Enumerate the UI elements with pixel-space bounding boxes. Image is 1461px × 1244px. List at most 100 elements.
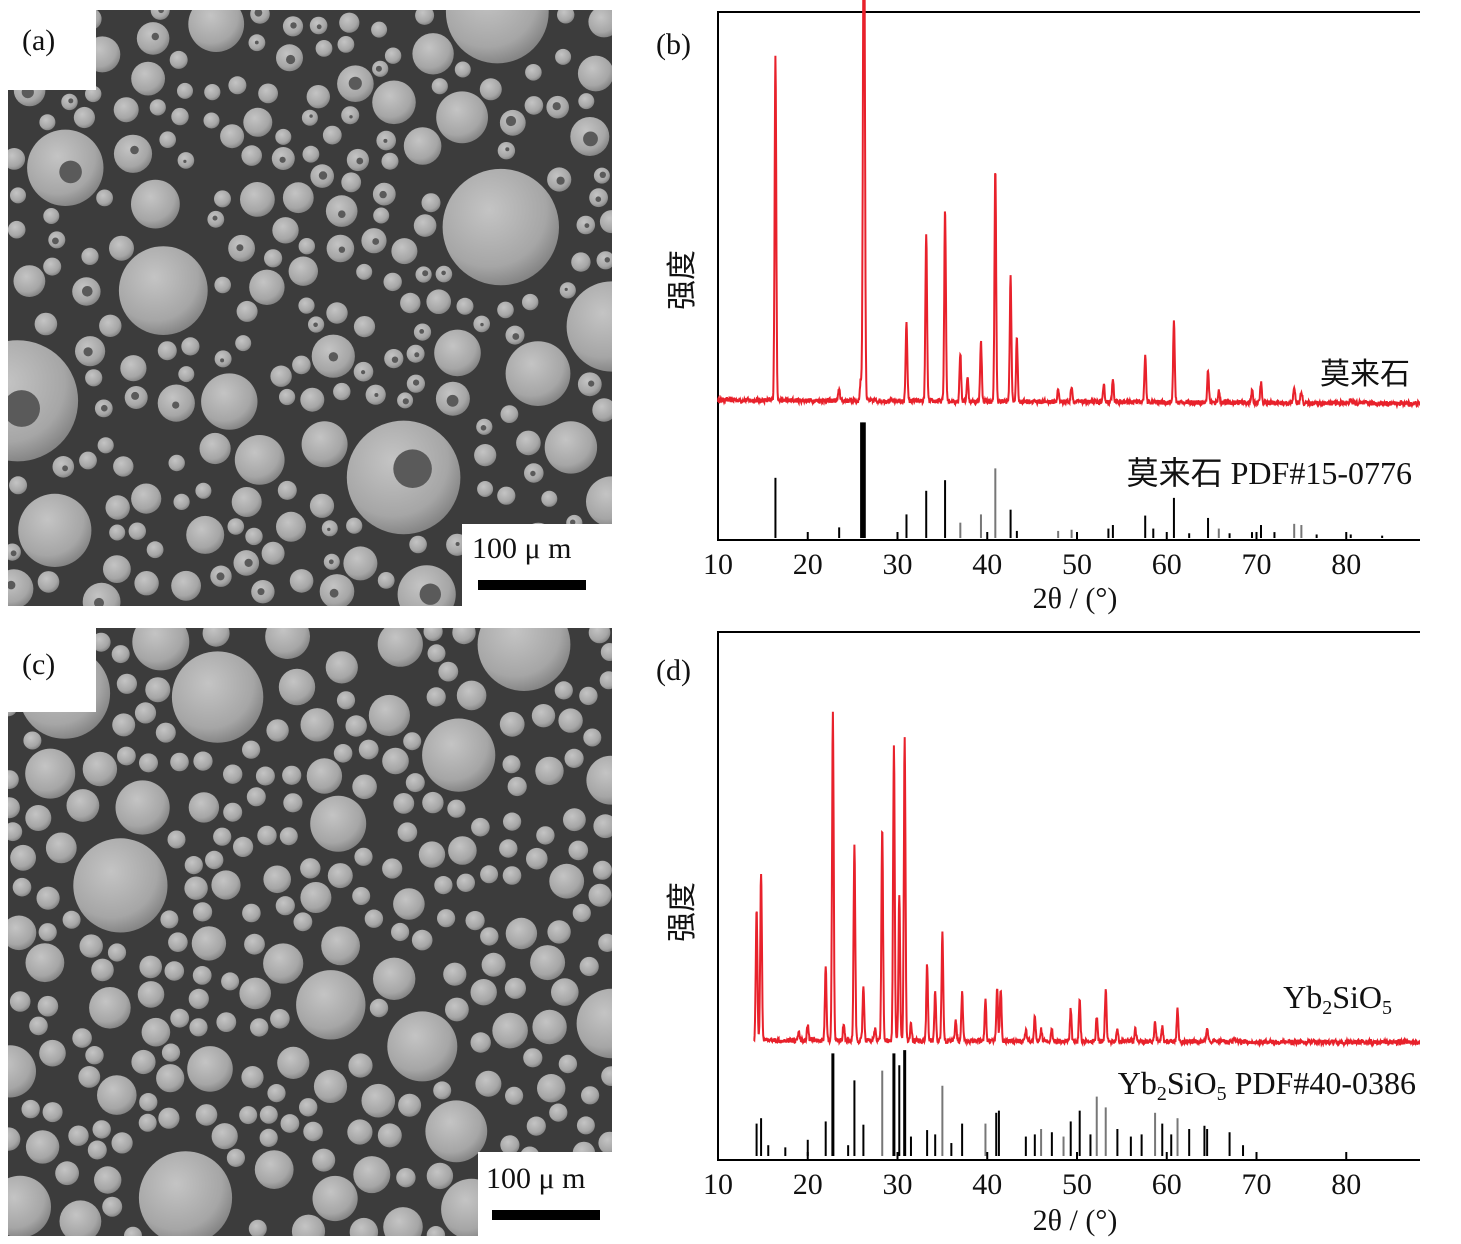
particle [193, 902, 213, 922]
particle [43, 257, 62, 276]
particle [8, 569, 34, 606]
particle [178, 366, 195, 383]
particle [82, 751, 118, 787]
particle [443, 962, 467, 986]
particle [236, 300, 258, 322]
particle [448, 836, 477, 865]
particle [139, 753, 158, 773]
x-tick-label: 20 [793, 548, 823, 581]
particle [113, 97, 139, 123]
particle [280, 1114, 300, 1133]
particle [300, 882, 332, 913]
particle [372, 80, 416, 125]
particle [87, 1140, 107, 1160]
particle [12, 877, 32, 897]
particle [246, 787, 266, 807]
particle [326, 302, 348, 324]
particle [203, 112, 220, 129]
particle [502, 866, 522, 885]
particle [415, 10, 435, 25]
particle [306, 758, 343, 794]
particle-hollow [328, 559, 334, 565]
particle [377, 628, 423, 667]
particle [502, 755, 521, 774]
particle [78, 1066, 101, 1088]
particle [79, 934, 103, 958]
particle [547, 920, 571, 944]
particle-hollow [101, 404, 108, 412]
particle [282, 765, 302, 785]
particle [68, 1125, 89, 1146]
particle [221, 972, 240, 991]
particle [551, 978, 579, 1006]
particle [45, 832, 77, 864]
particle-hollow [556, 176, 565, 185]
particle [403, 732, 422, 751]
particle-hollow [356, 157, 364, 165]
particle [169, 50, 188, 69]
particle [184, 856, 203, 875]
particle [164, 961, 185, 981]
label-box-a [0, 0, 96, 90]
particle [343, 546, 378, 581]
particle [158, 1107, 180, 1129]
particle [25, 805, 52, 831]
particle-hollow [480, 425, 487, 431]
x-tick-label: 70 [1242, 1168, 1272, 1201]
particle [116, 673, 137, 694]
annot-d-ref-yb: Yb [1118, 1065, 1157, 1101]
particle [445, 10, 549, 64]
particle [201, 373, 258, 430]
particle [199, 432, 231, 465]
particle [170, 1008, 190, 1028]
particle [426, 289, 452, 315]
particle [228, 76, 247, 95]
particle [396, 1168, 416, 1188]
particle [300, 708, 334, 742]
particle [188, 792, 220, 823]
particle [156, 1064, 185, 1093]
measured-pattern-d [753, 711, 1420, 1049]
particle-hollow [254, 40, 259, 45]
particle [492, 1012, 528, 1049]
particle [275, 128, 292, 145]
xlabel-b: 2θ / (°) [1033, 582, 1118, 615]
particle [134, 571, 159, 596]
particle-hollow [338, 210, 346, 218]
particle [303, 1121, 323, 1142]
particle [354, 847, 373, 866]
particle-hollow [313, 322, 318, 328]
particle [132, 628, 190, 671]
particle [255, 766, 275, 786]
particle-hollow [327, 527, 331, 532]
sem-image-a [8, 10, 612, 606]
xrd-chart-d: 102030405060708090 (d) 强度 2θ / (°) Yb2Si… [656, 631, 1420, 1237]
particle [345, 715, 367, 737]
particle [204, 84, 221, 101]
particle-hollow [62, 465, 68, 472]
scale-box-a [462, 524, 612, 606]
particle [298, 238, 315, 255]
particle [97, 1075, 137, 1115]
particle [349, 1217, 379, 1236]
particle [131, 179, 180, 229]
annot-d-sio: SiO [1332, 979, 1382, 1015]
particle [141, 1017, 171, 1047]
particle [387, 1011, 458, 1082]
particle [456, 297, 474, 315]
particle [279, 388, 296, 406]
particle [524, 96, 544, 115]
particle [186, 515, 225, 554]
particle [479, 78, 502, 101]
scale-bar-c [492, 1210, 600, 1220]
particle [327, 863, 353, 889]
particle [8, 770, 19, 789]
particle [8, 797, 20, 819]
particle [10, 844, 36, 871]
particle [149, 99, 166, 116]
x-tick-label: 40 [972, 1168, 1002, 1201]
particle-hollow [279, 156, 286, 163]
particle-hollow [286, 54, 296, 65]
particle [73, 106, 95, 129]
particle [97, 437, 114, 454]
